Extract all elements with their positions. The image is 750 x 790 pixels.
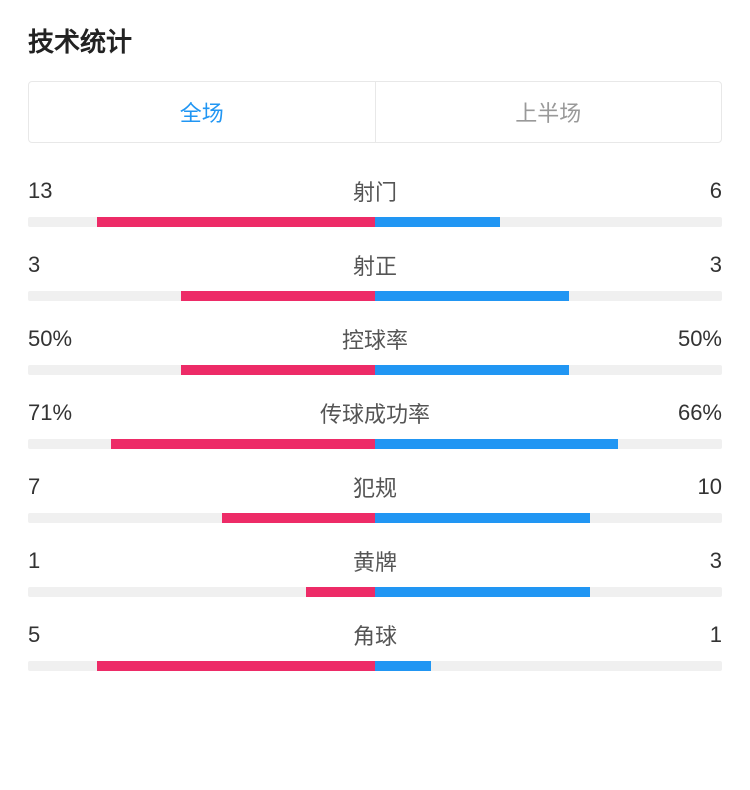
stat-left-value: 13 — [28, 178, 88, 204]
tab-first-half[interactable]: 上半场 — [376, 82, 722, 142]
stat-row: 50%控球率50% — [28, 323, 722, 375]
stat-right-value: 3 — [662, 252, 722, 278]
stat-bar-track — [28, 365, 722, 375]
stat-left-value: 50% — [28, 326, 88, 352]
stat-left-value: 7 — [28, 474, 88, 500]
stat-row: 1黄牌3 — [28, 545, 722, 597]
stat-bar-left — [222, 513, 375, 523]
stat-row: 71%传球成功率66% — [28, 397, 722, 449]
stat-bar-left — [97, 217, 375, 227]
stat-bar-right — [375, 661, 431, 671]
tab-bar: 全场 上半场 — [28, 81, 722, 143]
stat-name: 角球 — [88, 619, 662, 651]
stat-left-value: 5 — [28, 622, 88, 648]
stat-labels: 1黄牌3 — [28, 545, 722, 577]
stat-row: 13射门6 — [28, 175, 722, 227]
stat-name: 犯规 — [88, 471, 662, 503]
stat-bar-track — [28, 513, 722, 523]
page-title: 技术统计 — [28, 22, 722, 59]
stat-row: 7犯规10 — [28, 471, 722, 523]
stat-right-value: 6 — [662, 178, 722, 204]
stat-left-value: 71% — [28, 400, 88, 426]
stat-name: 黄牌 — [88, 545, 662, 577]
stat-bar-left — [97, 661, 375, 671]
stat-bar-track — [28, 439, 722, 449]
tab-full-match[interactable]: 全场 — [29, 82, 376, 142]
stat-bar-right — [375, 587, 590, 597]
stat-bar-left — [306, 587, 375, 597]
stat-right-value: 66% — [662, 400, 722, 426]
stat-bar-track — [28, 587, 722, 597]
stat-right-value: 10 — [662, 474, 722, 500]
stat-row: 5角球1 — [28, 619, 722, 671]
stats-container: 13射门63射正350%控球率50%71%传球成功率66%7犯规101黄牌35角… — [28, 175, 722, 671]
stat-bar-right — [375, 291, 569, 301]
stat-labels: 7犯规10 — [28, 471, 722, 503]
stat-bar-right — [375, 439, 618, 449]
stat-right-value: 3 — [662, 548, 722, 574]
stat-right-value: 50% — [662, 326, 722, 352]
stat-name: 传球成功率 — [88, 397, 662, 429]
stat-bar-right — [375, 365, 569, 375]
stat-row: 3射正3 — [28, 249, 722, 301]
stat-bar-left — [181, 365, 375, 375]
stat-bar-left — [111, 439, 375, 449]
stat-bar-track — [28, 661, 722, 671]
stat-left-value: 1 — [28, 548, 88, 574]
stat-bar-right — [375, 513, 590, 523]
stat-labels: 13射门6 — [28, 175, 722, 207]
stat-bar-left — [181, 291, 375, 301]
stat-labels: 3射正3 — [28, 249, 722, 281]
stat-right-value: 1 — [662, 622, 722, 648]
stat-name: 射正 — [88, 249, 662, 281]
stat-bar-track — [28, 217, 722, 227]
stat-name: 射门 — [88, 175, 662, 207]
stat-labels: 5角球1 — [28, 619, 722, 651]
stat-labels: 71%传球成功率66% — [28, 397, 722, 429]
stat-bar-track — [28, 291, 722, 301]
stat-labels: 50%控球率50% — [28, 323, 722, 355]
stat-name: 控球率 — [88, 323, 662, 355]
stat-bar-right — [375, 217, 500, 227]
stat-left-value: 3 — [28, 252, 88, 278]
